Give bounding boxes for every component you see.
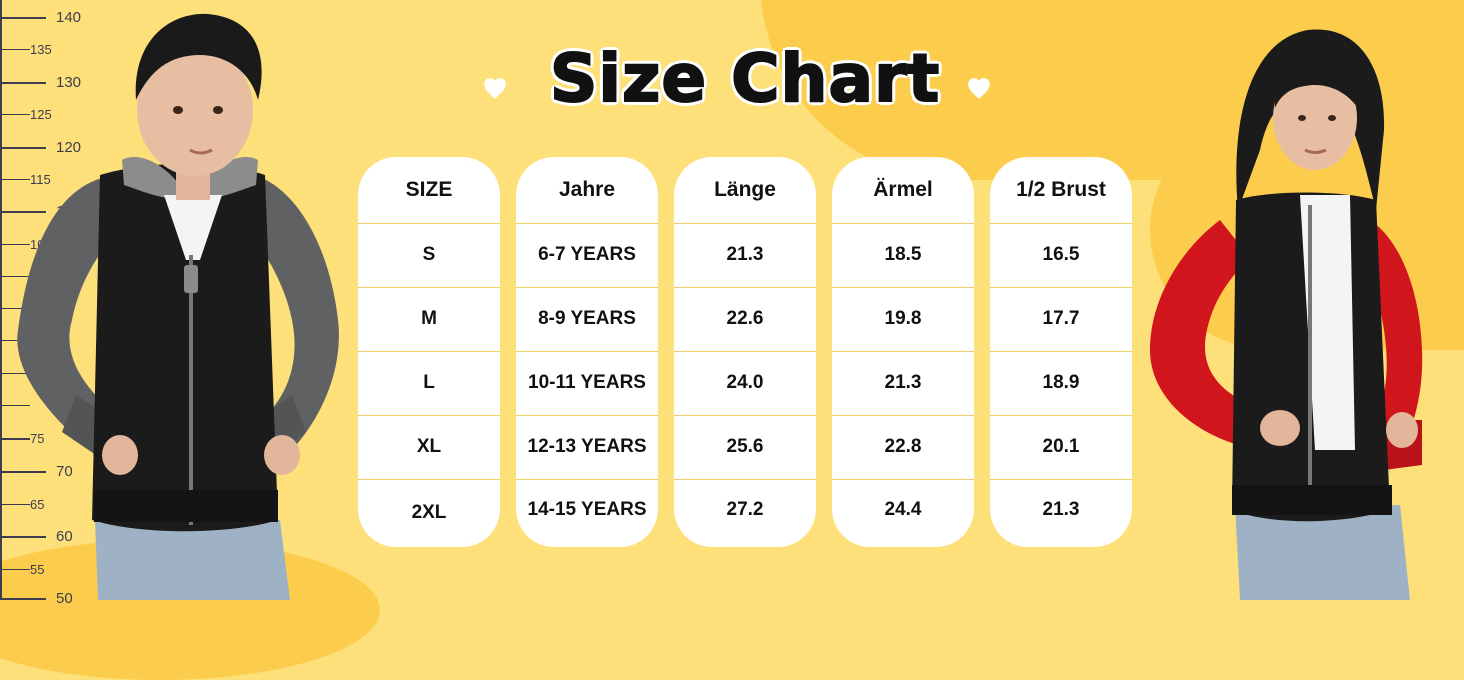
column-header: Ärmel [873, 178, 933, 201]
ruler-minor-tick [0, 569, 30, 570]
table-cell: 24.4 [884, 499, 922, 520]
table-cell: 2XL [411, 502, 447, 523]
row-divider [674, 415, 816, 416]
ruler-major-tick [0, 82, 46, 84]
column-header: 1/2 Brust [1016, 178, 1106, 201]
half-chest-column: 1/2 Brust 16.5 17.7 18.9 20.1 21.3 [990, 157, 1132, 547]
ruler-label: 75 [30, 431, 45, 446]
size-column: SIZE S M L XL 2XL [358, 157, 500, 547]
table-cell: 20.1 [1042, 436, 1080, 457]
row-divider [832, 287, 974, 288]
row-divider [358, 223, 500, 224]
column-header: Länge [714, 178, 776, 201]
table-cell: 10-11 YEARS [528, 372, 646, 393]
table-cell: 24.0 [726, 372, 764, 393]
table-cell: XL [416, 436, 442, 457]
ruler-major-tick [0, 147, 46, 149]
ruler-major-tick [0, 373, 46, 374]
table-cell: 21.3 [884, 372, 922, 393]
row-divider [358, 287, 500, 288]
row-divider [990, 223, 1132, 224]
page-title: Size Chart [549, 39, 941, 118]
row-divider [516, 479, 658, 480]
row-divider [990, 287, 1132, 288]
ruler-label: 135 [30, 42, 52, 57]
ruler-label: 120 [56, 139, 82, 156]
row-divider [516, 287, 658, 288]
ruler-minor-tick [0, 244, 30, 245]
ruler-minor-tick [0, 405, 30, 406]
row-divider [516, 415, 658, 416]
table-cell: 27.2 [726, 499, 764, 520]
table-cell: 6-7 YEARS [538, 244, 636, 265]
row-divider [832, 223, 974, 224]
table-cell: 16.5 [1042, 244, 1080, 265]
table-cell: 22.8 [884, 436, 922, 457]
ruler-label: 60 [56, 528, 73, 545]
ruler-minor-tick [0, 49, 30, 50]
row-divider [358, 479, 500, 480]
left-model-image [17, 13, 339, 600]
row-divider [832, 415, 974, 416]
length-column: Länge 21.3 22.6 24.0 25.6 27.2 [674, 157, 816, 547]
table-cell: 18.9 [1042, 372, 1080, 393]
ruler-spine [0, 0, 2, 600]
table-cell: 22.6 [726, 308, 764, 329]
row-divider [990, 415, 1132, 416]
row-divider [674, 351, 816, 352]
right-model-image [1150, 29, 1423, 600]
years-column: Jahre 6-7 YEARS 8-9 YEARS 10-11 YEARS 12… [516, 157, 658, 547]
ruler-major-tick [0, 598, 46, 600]
ruler-minor-tick [0, 504, 30, 505]
ruler-label: 130 [56, 74, 82, 91]
table-cell: L [423, 372, 435, 393]
row-divider [674, 479, 816, 480]
row-divider [358, 415, 500, 416]
heart-icon [968, 78, 990, 99]
table-cell: 8-9 YEARS [538, 308, 636, 329]
row-divider [832, 351, 974, 352]
ruler-minor-tick [0, 179, 30, 180]
table-cell: 12-13 YEARS [527, 436, 647, 457]
ruler-label: 125 [30, 107, 52, 122]
ruler-minor-tick [0, 114, 30, 115]
row-divider [990, 351, 1132, 352]
sleeve-column: Ärmel 18.5 19.8 21.3 22.8 24.4 [832, 157, 974, 547]
ruler-label: 70 [56, 463, 73, 480]
table-cell: 21.3 [1042, 499, 1080, 520]
ruler-label: 140 [56, 9, 82, 26]
table-cell: 14-15 YEARS [527, 499, 647, 520]
table-cell: 19.8 [884, 308, 922, 329]
ruler-major-tick [0, 536, 46, 538]
row-divider [990, 479, 1132, 480]
row-divider [516, 223, 658, 224]
row-divider [674, 223, 816, 224]
table-cell: M [421, 308, 437, 329]
column-header: Jahre [558, 178, 616, 201]
heart-icon [484, 78, 506, 99]
ruler-minor-tick [0, 438, 30, 440]
row-divider [516, 351, 658, 352]
row-divider [358, 351, 500, 352]
ruler-label: 115 [30, 172, 51, 187]
row-divider [674, 287, 816, 288]
table-cell: 17.7 [1042, 308, 1080, 329]
row-divider [832, 479, 974, 480]
table-cell: S [422, 244, 436, 265]
table-cell: 21.3 [726, 244, 764, 265]
column-header: SIZE [405, 178, 453, 201]
table-cell: 25.6 [726, 436, 764, 457]
ruler-minor-tick [0, 340, 30, 341]
ruler-label: 55 [30, 562, 45, 577]
ruler-major-tick [0, 471, 46, 473]
ruler-major-tick [0, 211, 46, 213]
ruler-minor-tick [0, 276, 30, 277]
table-cell: 18.5 [884, 244, 922, 265]
ruler-label: 65 [30, 497, 45, 512]
ruler-major-tick [0, 17, 46, 19]
